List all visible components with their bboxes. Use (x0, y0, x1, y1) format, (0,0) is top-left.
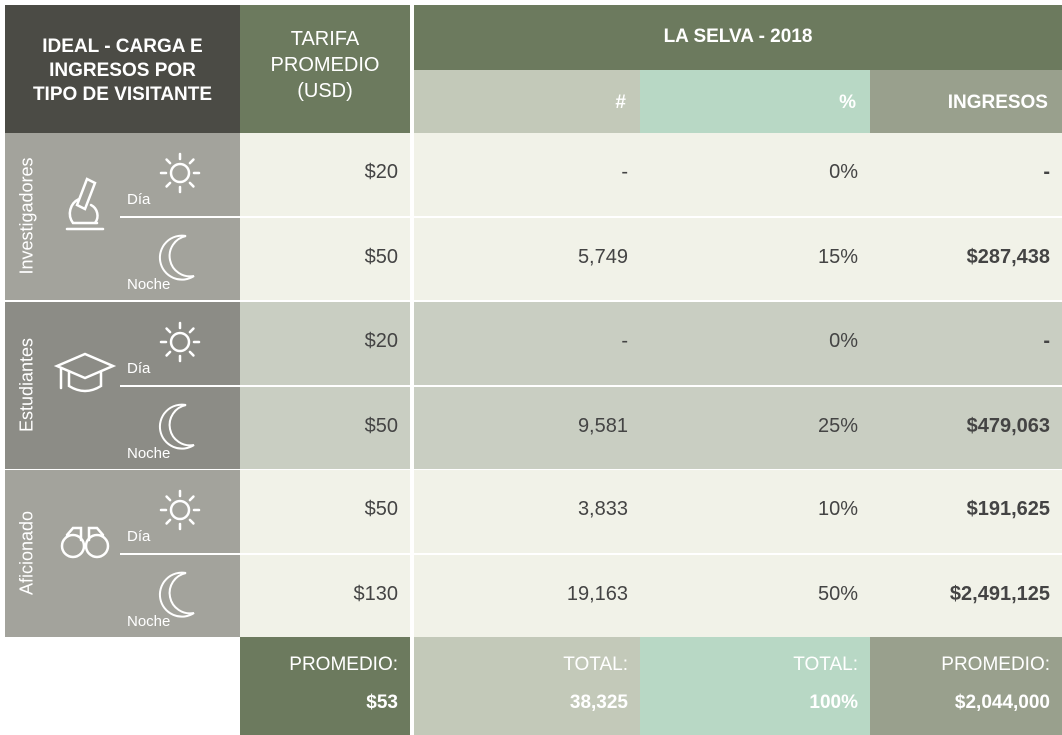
rate-value: $50 (364, 498, 398, 520)
share-value: 15% (817, 246, 858, 268)
share-value: 50% (817, 583, 858, 605)
period-label: Noche (127, 445, 171, 462)
row-cell (640, 470, 870, 553)
row-cell (240, 133, 410, 216)
column-header-cell (870, 70, 1062, 133)
rate-header-line: (USD) (297, 80, 353, 102)
row-cell (640, 218, 870, 300)
moon-icon (158, 571, 195, 618)
footer-cell (640, 637, 870, 735)
share-value: 10% (817, 498, 858, 520)
income-value: $479,063 (966, 415, 1050, 437)
sun-icon (159, 489, 201, 531)
row-cell (414, 218, 640, 300)
period-label: Noche (127, 276, 171, 293)
row-cell (414, 470, 640, 553)
period-label: Día (127, 360, 151, 377)
row-cell (414, 133, 640, 216)
visitor-icon (65, 177, 105, 231)
row-cell (640, 302, 870, 385)
share-value: 0% (829, 330, 858, 352)
row-cell (870, 133, 1062, 216)
period-separator (120, 216, 240, 218)
title-line: IDEAL - CARGA E (42, 36, 203, 57)
row-cell (870, 387, 1062, 469)
count-value: 9,581 (577, 415, 628, 437)
title-line: INGRESOS POR (49, 60, 196, 81)
row-cell (240, 302, 410, 385)
rate-value: $130 (353, 583, 399, 605)
count-value: - (621, 161, 628, 183)
column-header: INGRESOS (947, 92, 1048, 113)
footer-cell (870, 637, 1062, 735)
row-cell (240, 470, 410, 553)
footer-cell (414, 637, 640, 735)
sun-icon (159, 321, 201, 363)
row-cell (870, 302, 1062, 385)
column-header: # (615, 92, 626, 113)
row-cell (414, 555, 640, 637)
column-header-cell (414, 70, 640, 133)
moon-icon (158, 234, 195, 281)
income-value: $191,625 (966, 498, 1050, 520)
row-cell (870, 470, 1062, 553)
footer-value: $2,044,000 (954, 692, 1050, 713)
row-cell (414, 302, 640, 385)
footer-label: TOTAL: (793, 654, 858, 675)
footer-label: TOTAL: (563, 654, 628, 675)
title-line: TIPO DE VISITANTE (32, 84, 213, 105)
rate-header-line: PROMEDIO (270, 54, 380, 76)
row-cell (640, 555, 870, 637)
income-value: - (1043, 330, 1050, 352)
rate-value: $20 (364, 330, 398, 352)
period-separator (120, 385, 240, 387)
footer-value: $53 (366, 692, 398, 713)
sun-icon (159, 152, 201, 194)
income-value: $2,491,125 (949, 583, 1050, 605)
rate-value: $50 (364, 415, 398, 437)
title-cell (5, 5, 240, 133)
period-label: Día (127, 191, 151, 208)
count-value: 19,163 (566, 583, 628, 605)
income-value: $287,438 (966, 246, 1050, 268)
rate-value: $50 (364, 246, 398, 268)
count-value: 3,833 (577, 498, 628, 520)
income-value: - (1043, 161, 1050, 183)
moon-icon (158, 403, 195, 450)
row-cell (640, 133, 870, 216)
rate-value: $20 (364, 161, 398, 183)
count-value: - (621, 330, 628, 352)
visitor-icon (55, 352, 115, 393)
row-cell (240, 387, 410, 469)
group-header-cell (414, 5, 1062, 70)
footer-value: 100% (809, 692, 858, 713)
footer-label: PROMEDIO: (289, 654, 398, 675)
row-cell (240, 218, 410, 300)
period-label: Noche (127, 613, 171, 630)
row-cell (870, 218, 1062, 300)
row-cell (240, 555, 410, 637)
period-label: Día (127, 528, 151, 545)
column-header: % (839, 92, 856, 113)
footer-label: PROMEDIO: (941, 654, 1050, 675)
share-value: 0% (829, 161, 858, 183)
footer-value: 38,325 (569, 692, 628, 713)
rate-header-cell (240, 5, 410, 133)
column-header-cell (640, 70, 870, 133)
period-separator (120, 553, 240, 555)
group-header: LA SELVA - 2018 (663, 26, 813, 47)
visitor-icon (60, 526, 110, 559)
share-value: 25% (817, 415, 858, 437)
row-cell (414, 387, 640, 469)
footer-cell (240, 637, 410, 735)
row-cell (640, 387, 870, 469)
row-cell (870, 555, 1062, 637)
count-value: 5,749 (577, 246, 628, 268)
rate-header-line: TARIFA (290, 28, 360, 50)
